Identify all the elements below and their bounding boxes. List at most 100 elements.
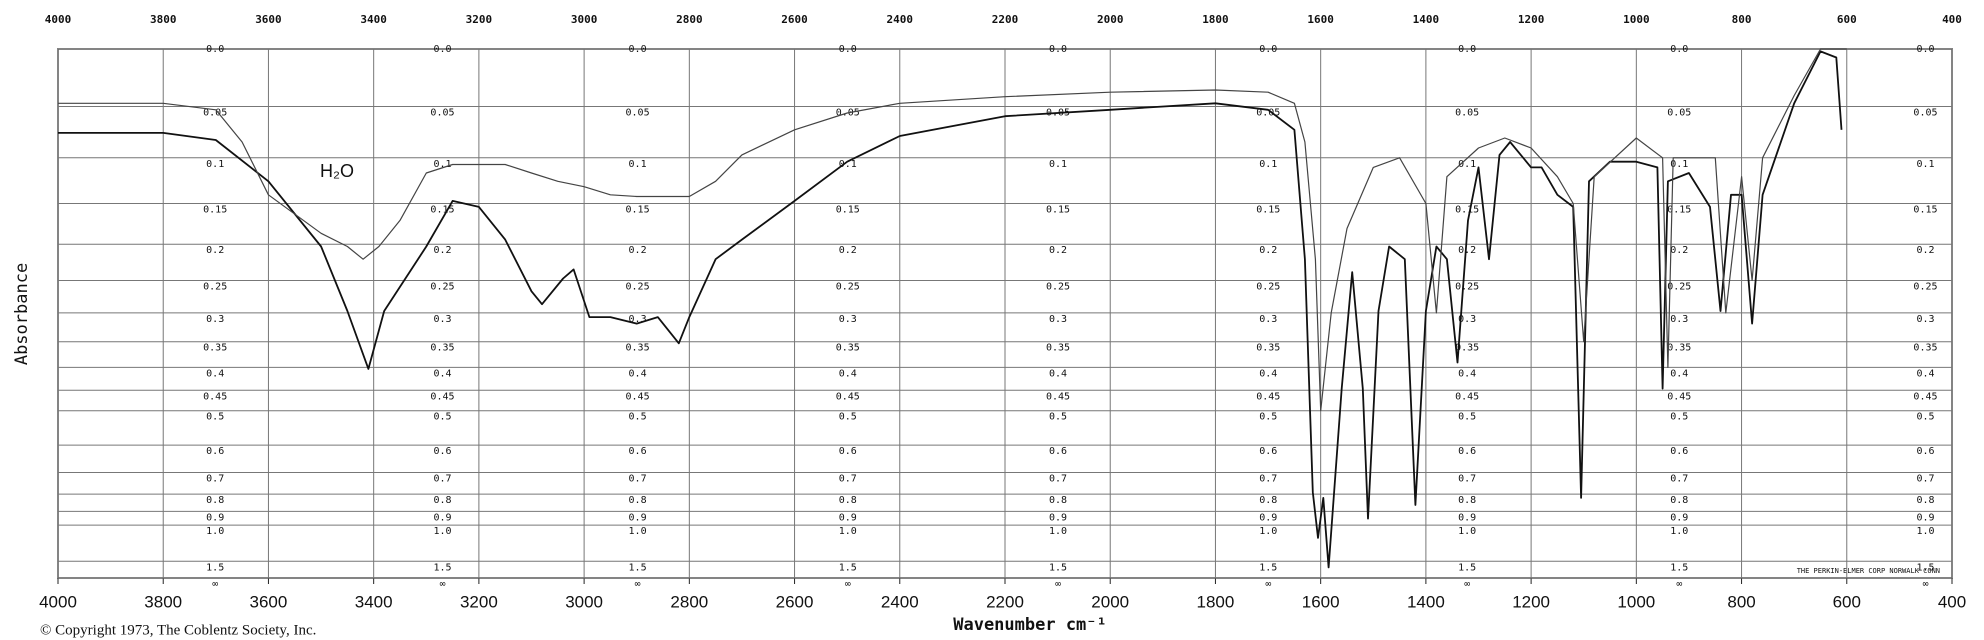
top-tick-label: 2800	[676, 13, 703, 26]
y-tick-label: 0.8	[1259, 495, 1277, 506]
y-tick-label: 1.0	[1458, 526, 1476, 537]
y-tick-label: 0.9	[629, 512, 647, 523]
y-tick-label: 0.7	[1458, 473, 1476, 484]
copyright: © Copyright 1973, The Coblentz Society, …	[40, 622, 316, 638]
top-tick-label: 3000	[571, 13, 598, 26]
y-tick-label: 0.5	[839, 412, 857, 423]
y-tick-label: 0.1	[629, 159, 647, 170]
y-tick-label: 0.8	[1458, 495, 1476, 506]
y-tick-label: 1.0	[839, 526, 857, 537]
y-tick-label: 0.05	[430, 108, 454, 119]
y-tick-label: 0.7	[1670, 473, 1688, 484]
y-tick-label: 0.3	[839, 314, 857, 325]
y-tick-label: 0.15	[1046, 204, 1070, 215]
y-tick-label: 0.25	[1667, 282, 1691, 293]
top-tick-label: 3800	[150, 13, 177, 26]
y-tick-label: 0.5	[1259, 412, 1277, 423]
y-tick-label: 0.2	[1049, 245, 1067, 256]
top-tick-label: 3600	[255, 13, 282, 26]
y-tick-label: 0.6	[1670, 446, 1688, 457]
y-tick-label: 0.2	[629, 245, 647, 256]
y-tick-label: 0.1	[1670, 159, 1688, 170]
top-tick-label: 4000	[45, 13, 72, 26]
y-tick-label: 1.0	[1670, 526, 1688, 537]
y-tick-label: 0.7	[1916, 473, 1934, 484]
y-tick-label: 0.2	[433, 245, 451, 256]
y-tick-label: 1.0	[433, 526, 451, 537]
y-tick-label: 0.6	[433, 446, 451, 457]
y-tick-label: 1.0	[1916, 526, 1934, 537]
top-tick-label: 2200	[992, 13, 1019, 26]
y-tick-label: ∞	[439, 579, 445, 590]
y-tick-label: 0.2	[206, 245, 224, 256]
y-tick-label: 0.0	[1259, 44, 1277, 55]
y-tick-label: 0.35	[1913, 343, 1937, 354]
y-tick-label: 0.8	[1049, 495, 1067, 506]
y-tick-label: 1.5	[206, 562, 224, 573]
top-tick-label: 2000	[1097, 13, 1124, 26]
y-tick-label: 0.3	[1259, 314, 1277, 325]
y-tick-label: 0.0	[1670, 44, 1688, 55]
y-tick-label: 0.45	[626, 391, 650, 402]
y-tick-label: 0.7	[206, 473, 224, 484]
y-tick-label: 0.0	[1458, 44, 1476, 55]
y-tick-label: 0.9	[433, 512, 451, 523]
y-tick-label: 0.6	[206, 446, 224, 457]
y-tick-label: 1.5	[1259, 562, 1277, 573]
y-tick-label: 0.8	[206, 495, 224, 506]
y-tick-label: 0.15	[626, 204, 650, 215]
y-tick-label: 0.45	[430, 391, 454, 402]
top-tick-label: 600	[1837, 13, 1857, 26]
y-tick-label: 0.3	[1049, 314, 1067, 325]
top-tick-label: 3200	[466, 13, 493, 26]
y-tick-label: 0.2	[839, 245, 857, 256]
y-tick-label: 0.6	[629, 446, 647, 457]
y-tick-label: 0.9	[1259, 512, 1277, 523]
y-tick-label: ∞	[635, 579, 641, 590]
y-tick-label: 0.9	[839, 512, 857, 523]
y-tick-label: 0.9	[206, 512, 224, 523]
x-tick-label: 3200	[460, 592, 498, 611]
spectrum-line	[58, 48, 1847, 412]
y-tick-label: 0.2	[1670, 245, 1688, 256]
x-tick-label: 2000	[1091, 592, 1129, 611]
y-tick-label: 0.4	[629, 368, 647, 379]
y-tick-label: 1.5	[1458, 562, 1476, 573]
y-tick-label: 0.35	[1046, 343, 1070, 354]
y-tick-label: ∞	[1464, 579, 1470, 590]
top-tick-label: 1200	[1518, 13, 1545, 26]
top-tick-label: 1800	[1202, 13, 1229, 26]
y-tick-label: 0.15	[430, 204, 454, 215]
y-tick-label: ∞	[845, 579, 851, 590]
x-tick-label: 2400	[881, 592, 919, 611]
y-tick-label: 0.45	[203, 391, 227, 402]
y-tick-label: 0.9	[1049, 512, 1067, 523]
y-tick-label: 0.0	[433, 44, 451, 55]
top-tick-label: 800	[1732, 13, 1752, 26]
y-tick-label: 0.15	[836, 204, 860, 215]
y-tick-label: 1.5	[1049, 562, 1067, 573]
y-tick-label: 0.45	[836, 391, 860, 402]
y-tick-label: 0.9	[1458, 512, 1476, 523]
y-tick-label: 0.15	[203, 204, 227, 215]
x-tick-label: 2800	[670, 592, 708, 611]
y-tick-label: ∞	[1055, 579, 1061, 590]
y-tick-label: 0.4	[1916, 368, 1934, 379]
maker-note: THE PERKIN-ELMER CORP NORWALK CONN	[1797, 567, 1940, 575]
y-tick-label: 0.1	[839, 159, 857, 170]
y-tick-label: 0.45	[1455, 391, 1479, 402]
x-tick-label: 2200	[986, 592, 1024, 611]
y-tick-label: 0.35	[836, 343, 860, 354]
y-tick-label: 0.45	[1046, 391, 1070, 402]
x-tick-label: 3400	[355, 592, 393, 611]
x-tick-label: 1200	[1512, 592, 1550, 611]
y-tick-label: 0.3	[1670, 314, 1688, 325]
y-tick-label: 0.25	[836, 282, 860, 293]
y-tick-label: 0.2	[1916, 245, 1934, 256]
x-tick-label: 3600	[250, 592, 288, 611]
y-tick-label: 0.25	[1455, 282, 1479, 293]
y-tick-label: 0.3	[1916, 314, 1934, 325]
y-tick-label: 0.4	[1259, 368, 1277, 379]
y-tick-label: 0.5	[1916, 412, 1934, 423]
